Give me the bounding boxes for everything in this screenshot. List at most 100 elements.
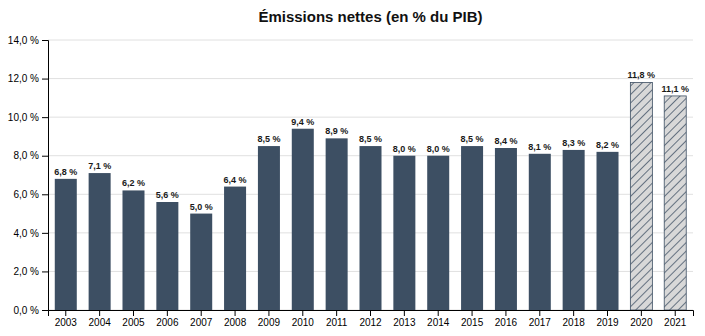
y-tick-label: 2,0 % (13, 266, 39, 277)
data-label: 8,0 % (393, 144, 416, 154)
x-tick-label: 2008 (224, 317, 247, 328)
x-tick-mark (505, 310, 506, 316)
x-tick-mark (99, 310, 100, 316)
bar (630, 82, 652, 310)
x-tick-mark (438, 310, 439, 316)
bar (224, 187, 246, 310)
bar (393, 156, 415, 310)
x-tick: 2017 (529, 310, 552, 328)
x-tick: 2004 (89, 310, 112, 328)
y-tick-mark (42, 194, 48, 195)
x-tick-label: 2012 (359, 317, 382, 328)
y-tick: 6,0 % (13, 189, 48, 200)
x-axis: 2003 2004 2005 2006 2007 2008 2009 2010 2011 2012… (49, 310, 694, 328)
bar (89, 173, 111, 310)
data-label: 8,3 % (562, 138, 585, 148)
y-tick-mark (42, 310, 48, 311)
y-tick: 10,0 % (8, 112, 48, 123)
x-tick: 2008 (224, 310, 247, 328)
x-tick-label: 2011 (326, 317, 348, 328)
data-label: 6,4 % (224, 175, 247, 185)
data-label: 5,0 % (190, 202, 213, 212)
x-tick: 2007 (190, 310, 213, 328)
x-tick-label: 2021 (664, 317, 687, 328)
y-tick-mark (42, 40, 48, 41)
x-tick-mark (133, 310, 134, 316)
bar (461, 146, 483, 310)
x-tick-mark (539, 310, 540, 316)
bar (529, 154, 551, 310)
data-labels: 6,8 %7,1 %6,2 %5,6 %5,0 %6,4 %8,5 %9,4 %… (54, 70, 689, 211)
y-tick-label: 12,0 % (8, 73, 39, 84)
y-tick-label: 6,0 % (13, 189, 39, 200)
data-label: 8,1 % (528, 142, 551, 152)
x-tick: 2019 (596, 310, 619, 328)
bar (326, 138, 348, 310)
x-tick-label: 2019 (596, 317, 619, 328)
y-tick-mark (42, 233, 48, 234)
data-label: 7,1 % (88, 161, 111, 171)
x-tick-mark (65, 310, 66, 316)
x-tick-label: 2014 (427, 317, 450, 328)
x-axis-line (49, 311, 694, 317)
x-tick-mark (235, 310, 236, 316)
bar (495, 148, 517, 310)
x-tick-mark (201, 310, 202, 316)
x-tick: 2018 (563, 310, 586, 328)
y-axis-line (42, 41, 49, 311)
y-tick-mark (42, 156, 48, 157)
data-label: 8,5 % (359, 134, 382, 144)
data-label: 8,2 % (596, 140, 619, 150)
y-tick-label: 0,0 % (13, 305, 39, 316)
bar (190, 214, 212, 310)
grid-line (48, 40, 693, 41)
x-tick-label: 2003 (55, 317, 78, 328)
y-tick-label: 14,0 % (8, 35, 39, 46)
x-tick-label: 2018 (563, 317, 586, 328)
bar (359, 146, 381, 310)
data-label: 8,5 % (257, 134, 280, 144)
x-tick-label: 2016 (495, 317, 518, 328)
x-tick: 2020 (630, 310, 653, 328)
grid (48, 40, 693, 310)
x-tick-label: 2009 (258, 317, 281, 328)
plot: 0,0 %2,0 %4,0 %6,0 %8,0 %10,0 %12,0 %14,… (8, 35, 694, 328)
data-label: 8,4 % (494, 136, 517, 146)
x-tick-mark (370, 310, 371, 316)
x-tick-label: 2006 (156, 317, 179, 328)
grid-line (48, 78, 693, 79)
bar (122, 190, 144, 310)
bar (258, 146, 280, 310)
y-tick: 12,0 % (8, 73, 48, 84)
x-tick-label: 2004 (89, 317, 112, 328)
x-tick-mark (472, 310, 473, 316)
x-tick: 2014 (427, 310, 450, 328)
data-label: 11,8 % (628, 70, 656, 80)
x-tick: 2011 (326, 310, 348, 328)
x-tick-mark (573, 310, 574, 316)
x-tick-label: 2020 (630, 317, 653, 328)
x-tick: 2010 (292, 310, 315, 328)
data-label: 11,1 % (661, 84, 689, 94)
x-tick-mark (167, 310, 168, 316)
data-label: 8,9 % (325, 126, 348, 136)
bar (55, 179, 77, 310)
x-tick: 2003 (55, 310, 78, 328)
x-tick-label: 2013 (393, 317, 416, 328)
x-tick: 2012 (359, 310, 382, 328)
x-tick-mark (336, 310, 337, 316)
data-label: 8,5 % (461, 134, 484, 144)
data-label: 6,8 % (54, 167, 77, 177)
x-tick: 2006 (156, 310, 179, 328)
x-tick-mark (641, 310, 642, 316)
x-tick-mark (607, 310, 608, 316)
x-tick-label: 2005 (122, 317, 145, 328)
x-tick-label: 2010 (292, 317, 315, 328)
bar (427, 156, 449, 310)
title: Émissions nettes (en % du PIB) (258, 8, 482, 25)
bar (156, 202, 178, 310)
x-tick: 2005 (122, 310, 145, 328)
data-label: 5,6 % (156, 190, 179, 200)
y-tick-label: 10,0 % (8, 112, 39, 123)
x-tick-mark (404, 310, 405, 316)
